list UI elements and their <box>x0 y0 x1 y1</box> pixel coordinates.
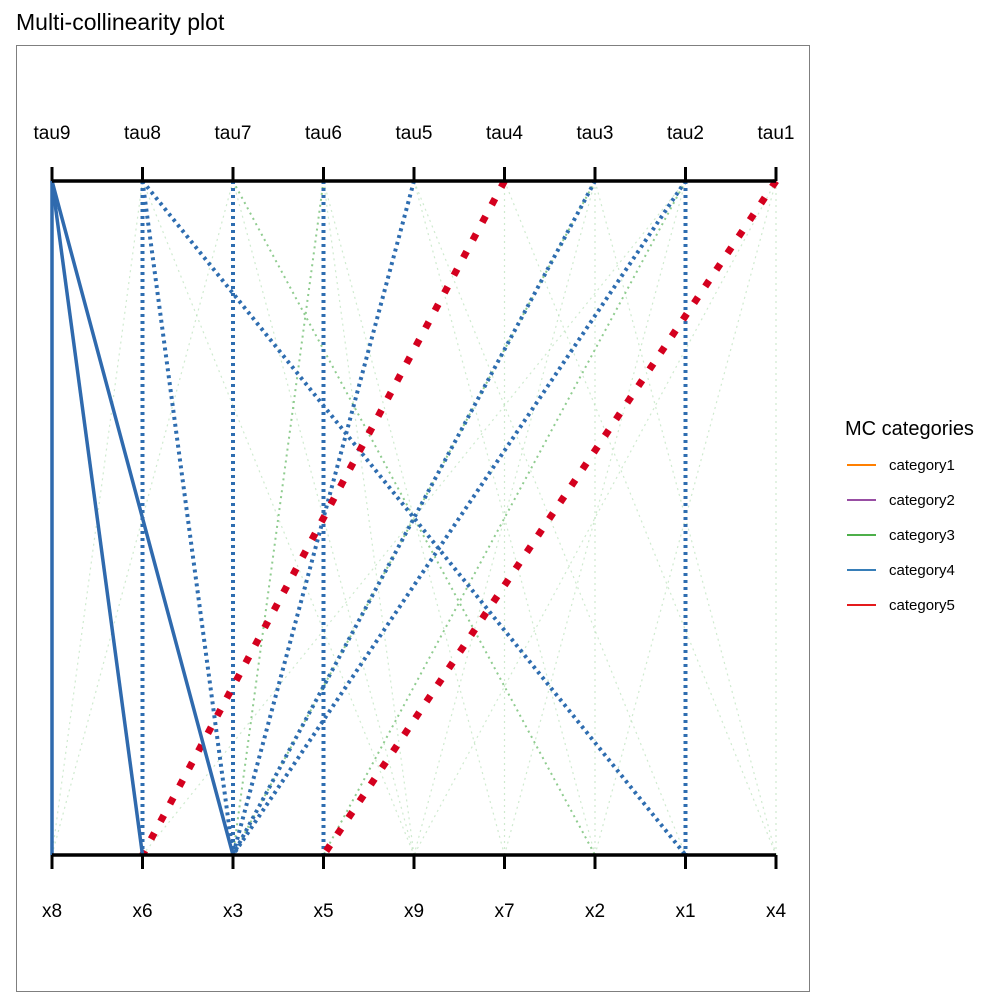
link-tau9-x3-37 <box>50 180 235 856</box>
top-axis-label-tau6: tau6 <box>305 123 342 144</box>
bottom-axis-label-x5: x5 <box>313 901 333 922</box>
link-tau3-x9-13 <box>413 180 596 856</box>
top-axis-label-tau5: tau5 <box>396 123 433 144</box>
link-tau2-x7-15 <box>503 180 687 856</box>
plot-panel-border <box>16 45 810 992</box>
axes-layer <box>50 167 778 869</box>
link-tau4-x6-33 <box>139 179 508 857</box>
legend: MC categories category1 category2 category3… <box>845 418 974 614</box>
bottom-axis-label-x9: x9 <box>404 901 424 922</box>
link-tau1-x9-18 <box>413 180 777 856</box>
legend-label-category3: category3 <box>889 527 955 544</box>
top-axis-label-tau2: tau2 <box>667 123 704 144</box>
link-tau6-x9-5 <box>322 180 415 856</box>
bottom-axis-label-x6: x6 <box>132 901 152 922</box>
link-tau1-x5-34 <box>320 179 779 857</box>
top-axis-label-tau9: tau9 <box>34 123 71 144</box>
bottom-axis-label-x4: x4 <box>766 901 787 922</box>
link-tau6-x3-21 <box>232 180 325 856</box>
link-tau2-x5-23 <box>322 180 687 856</box>
bottom-axis-label-x8: x8 <box>42 901 62 922</box>
legend-label-category5: category5 <box>889 597 955 614</box>
bottom-axis-label-x3: x3 <box>223 901 243 922</box>
link-tau5-x1-8 <box>413 180 687 856</box>
top-axis-label-tau8: tau8 <box>124 123 161 144</box>
legend-label-category2: category2 <box>889 492 955 509</box>
link-tau8-x1-26 <box>140 179 688 857</box>
link-tau5-x3-29 <box>231 180 416 856</box>
legend-label-category4: category4 <box>889 562 955 579</box>
link-tau7-x2-20 <box>232 180 596 856</box>
top-axis-label-tau3: tau3 <box>577 123 614 144</box>
legend-label-category1: category1 <box>889 457 955 474</box>
top-axis-label-tau7: tau7 <box>215 123 252 144</box>
link-tau2-x3-31 <box>231 179 688 857</box>
link-tau8-x9-19 <box>141 180 415 856</box>
links-layer <box>50 179 779 857</box>
bottom-axis-label-x1: x1 <box>675 901 695 922</box>
bottom-axis-label-x7: x7 <box>494 901 514 922</box>
top-axis-label-tau1: tau1 <box>758 123 795 144</box>
link-tau3-x3-30 <box>231 180 597 856</box>
legend-title: MC categories <box>845 418 974 440</box>
chart-title: Multi-collinearity plot <box>16 9 225 35</box>
link-tau8-x3-25 <box>140 180 235 856</box>
top-axis-label-tau4: tau4 <box>486 123 523 144</box>
link-tau4-x4-10 <box>503 180 777 856</box>
link-tau9-x6-36 <box>50 180 145 856</box>
axis-labels-layer: tau9 tau8 tau7 tau6 tau5 tau4 tau3 tau2 tau1 x8 x6… <box>34 123 795 922</box>
bottom-axis-label-x2: x2 <box>585 901 605 922</box>
